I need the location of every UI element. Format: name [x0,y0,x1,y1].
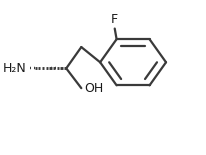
Text: H₂N: H₂N [3,62,27,75]
Text: OH: OH [84,82,103,95]
Text: F: F [111,13,118,26]
